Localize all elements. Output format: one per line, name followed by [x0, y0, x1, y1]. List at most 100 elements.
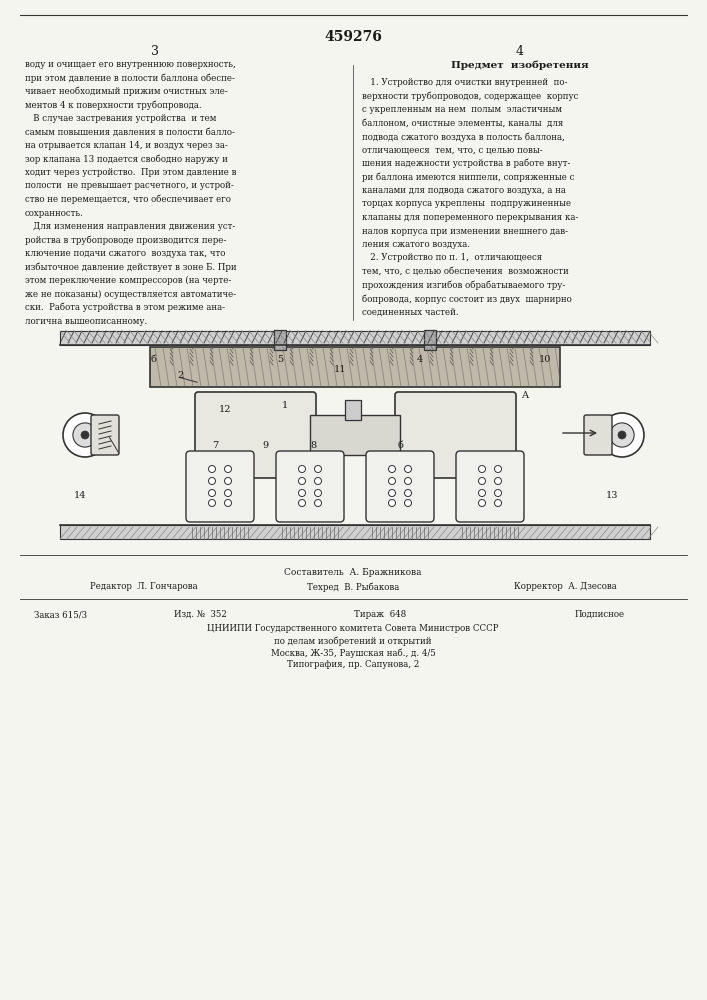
Circle shape: [298, 478, 305, 485]
FancyBboxPatch shape: [456, 451, 524, 522]
Text: баллоном, очистные элементы, каналы  для: баллоном, очистные элементы, каналы для: [362, 118, 563, 127]
Text: 13: 13: [606, 490, 618, 499]
Text: клапаны для попеременного перекрывания ка-: клапаны для попеременного перекрывания к…: [362, 213, 578, 222]
Text: самым повышения давления в полости балло-: самым повышения давления в полости балло…: [25, 127, 235, 136]
Text: этом переключение компрессоров (на черте-: этом переключение компрессоров (на черте…: [25, 276, 231, 285]
Text: по делам изобретений и открытий: по делам изобретений и открытий: [274, 636, 432, 646]
Circle shape: [610, 423, 634, 447]
Text: с укрепленным на нем  полым  эластичным: с укрепленным на нем полым эластичным: [362, 105, 562, 114]
Circle shape: [404, 466, 411, 473]
Text: Подписное: Подписное: [575, 610, 625, 619]
Text: ски.  Работа устройства в этом режиме ана-: ски. Работа устройства в этом режиме ана…: [25, 303, 225, 312]
FancyBboxPatch shape: [91, 415, 119, 455]
Text: подвода сжатого воздуха в полость баллона,: подвода сжатого воздуха в полость баллон…: [362, 132, 565, 141]
Circle shape: [225, 489, 231, 496]
Text: 10: 10: [539, 356, 551, 364]
FancyBboxPatch shape: [584, 415, 612, 455]
Text: тем, что, с целью обеспечения  возможности: тем, что, с целью обеспечения возможност…: [362, 267, 568, 276]
Circle shape: [479, 499, 486, 506]
Text: логична вышеописанному.: логична вышеописанному.: [25, 316, 147, 326]
Circle shape: [315, 489, 322, 496]
Text: Москва, Ж-35, Раушская наб., д. 4/5: Москва, Ж-35, Раушская наб., д. 4/5: [271, 648, 436, 658]
Circle shape: [209, 466, 216, 473]
Circle shape: [315, 466, 322, 473]
Bar: [60, 331, 650, 345]
Circle shape: [600, 413, 644, 457]
Circle shape: [209, 499, 216, 506]
FancyBboxPatch shape: [395, 392, 516, 478]
Circle shape: [315, 499, 322, 506]
Text: ления сжатого воздуха.: ления сжатого воздуха.: [362, 240, 470, 249]
Bar: [274, 330, 286, 350]
FancyBboxPatch shape: [366, 451, 434, 522]
Text: 459276: 459276: [324, 30, 382, 44]
Text: же не показаны) осуществляется автоматиче-: же не показаны) осуществляется автоматич…: [25, 290, 236, 299]
Text: ключение подачи сжатого  воздуха так, что: ключение подачи сжатого воздуха так, что: [25, 249, 226, 258]
Text: ЦНИИПИ Государственного комитета Совета Министров СССР: ЦНИИПИ Государственного комитета Совета …: [207, 624, 498, 633]
Text: 3: 3: [151, 45, 159, 58]
Text: на отрывается клапан 14, и воздух через за-: на отрывается клапан 14, и воздух через …: [25, 141, 228, 150]
Circle shape: [63, 413, 107, 457]
Text: ходит через устройство.  При этом давление в: ходит через устройство. При этом давлени…: [25, 168, 237, 177]
Text: налов корпуса при изменении внешнего дав-: налов корпуса при изменении внешнего дав…: [362, 227, 568, 235]
FancyBboxPatch shape: [195, 392, 316, 478]
Text: Составитель  А. Бражникова: Составитель А. Бражникова: [284, 568, 422, 577]
FancyBboxPatch shape: [186, 451, 254, 522]
Text: Тираж  648: Тираж 648: [354, 610, 406, 619]
Text: 11: 11: [334, 365, 346, 374]
Text: 8: 8: [310, 440, 316, 450]
Text: ри баллона имеются ниппели, сопряженные с: ри баллона имеются ниппели, сопряженные …: [362, 172, 574, 182]
Circle shape: [618, 431, 626, 439]
Circle shape: [73, 423, 97, 447]
Text: Для изменения направления движения уст-: Для изменения направления движения уст-: [25, 222, 235, 231]
Circle shape: [389, 466, 395, 473]
Text: Типография, пр. Сапунова, 2: Типография, пр. Сапунова, 2: [287, 660, 419, 669]
Text: б: б: [397, 440, 403, 450]
Text: чивает необходимый прижим очистных эле-: чивает необходимый прижим очистных эле-: [25, 87, 228, 97]
Bar: [345, 400, 361, 420]
Bar: [424, 330, 436, 350]
Circle shape: [404, 478, 411, 485]
Circle shape: [494, 466, 501, 473]
Text: воду и очищает его внутреннюю поверхность,: воду и очищает его внутреннюю поверхност…: [25, 60, 236, 69]
Circle shape: [479, 489, 486, 496]
Text: 2. Устройство по п. 1,  отличающееся: 2. Устройство по п. 1, отличающееся: [362, 253, 542, 262]
Circle shape: [81, 431, 89, 439]
Circle shape: [389, 499, 395, 506]
Text: 2: 2: [177, 370, 183, 379]
Circle shape: [225, 499, 231, 506]
Circle shape: [389, 489, 395, 496]
Text: зор клапана 13 подается свободно наружу и: зор клапана 13 подается свободно наружу …: [25, 154, 228, 164]
Circle shape: [479, 466, 486, 473]
Circle shape: [298, 489, 305, 496]
Text: отличающееся  тем, что, с целью повы-: отличающееся тем, что, с целью повы-: [362, 145, 543, 154]
Bar: [310, 415, 400, 455]
Text: прохождения изгибов обрабатываемого тру-: прохождения изгибов обрабатываемого тру-: [362, 280, 566, 290]
Text: ментов 4 к поверхности трубопровода.: ментов 4 к поверхности трубопровода.: [25, 101, 201, 110]
Circle shape: [315, 478, 322, 485]
Text: б: б: [150, 356, 156, 364]
Text: 7: 7: [212, 440, 218, 450]
Bar: [150, 347, 560, 387]
Circle shape: [404, 489, 411, 496]
Text: 1. Устройство для очистки внутренней  по-: 1. Устройство для очистки внутренней по-: [362, 78, 568, 87]
Circle shape: [209, 478, 216, 485]
Text: бопровода, корпус состоит из двух  шарнирно: бопровода, корпус состоит из двух шарнир…: [362, 294, 572, 304]
Text: 4: 4: [417, 356, 423, 364]
Text: шения надежности устройства в работе внут-: шения надежности устройства в работе вну…: [362, 159, 571, 168]
Text: 5: 5: [277, 356, 283, 364]
Text: каналами для подвода сжатого воздуха, а на: каналами для подвода сжатого воздуха, а …: [362, 186, 566, 195]
Text: 1: 1: [282, 400, 288, 410]
Text: 12: 12: [218, 406, 231, 414]
Text: соединенных частей.: соединенных частей.: [362, 308, 459, 316]
Bar: [60, 525, 650, 539]
Circle shape: [209, 489, 216, 496]
Circle shape: [404, 499, 411, 506]
Text: A: A: [522, 390, 529, 399]
Circle shape: [494, 478, 501, 485]
Text: торцах корпуса укреплены  подпружиненные: торцах корпуса укреплены подпружиненные: [362, 200, 571, 209]
Text: Техред  В. Рыбакова: Техред В. Рыбакова: [307, 582, 399, 591]
Circle shape: [225, 478, 231, 485]
Text: ройства в трубопроводе производится пере-: ройства в трубопроводе производится пере…: [25, 235, 226, 245]
Text: 4: 4: [516, 45, 524, 58]
